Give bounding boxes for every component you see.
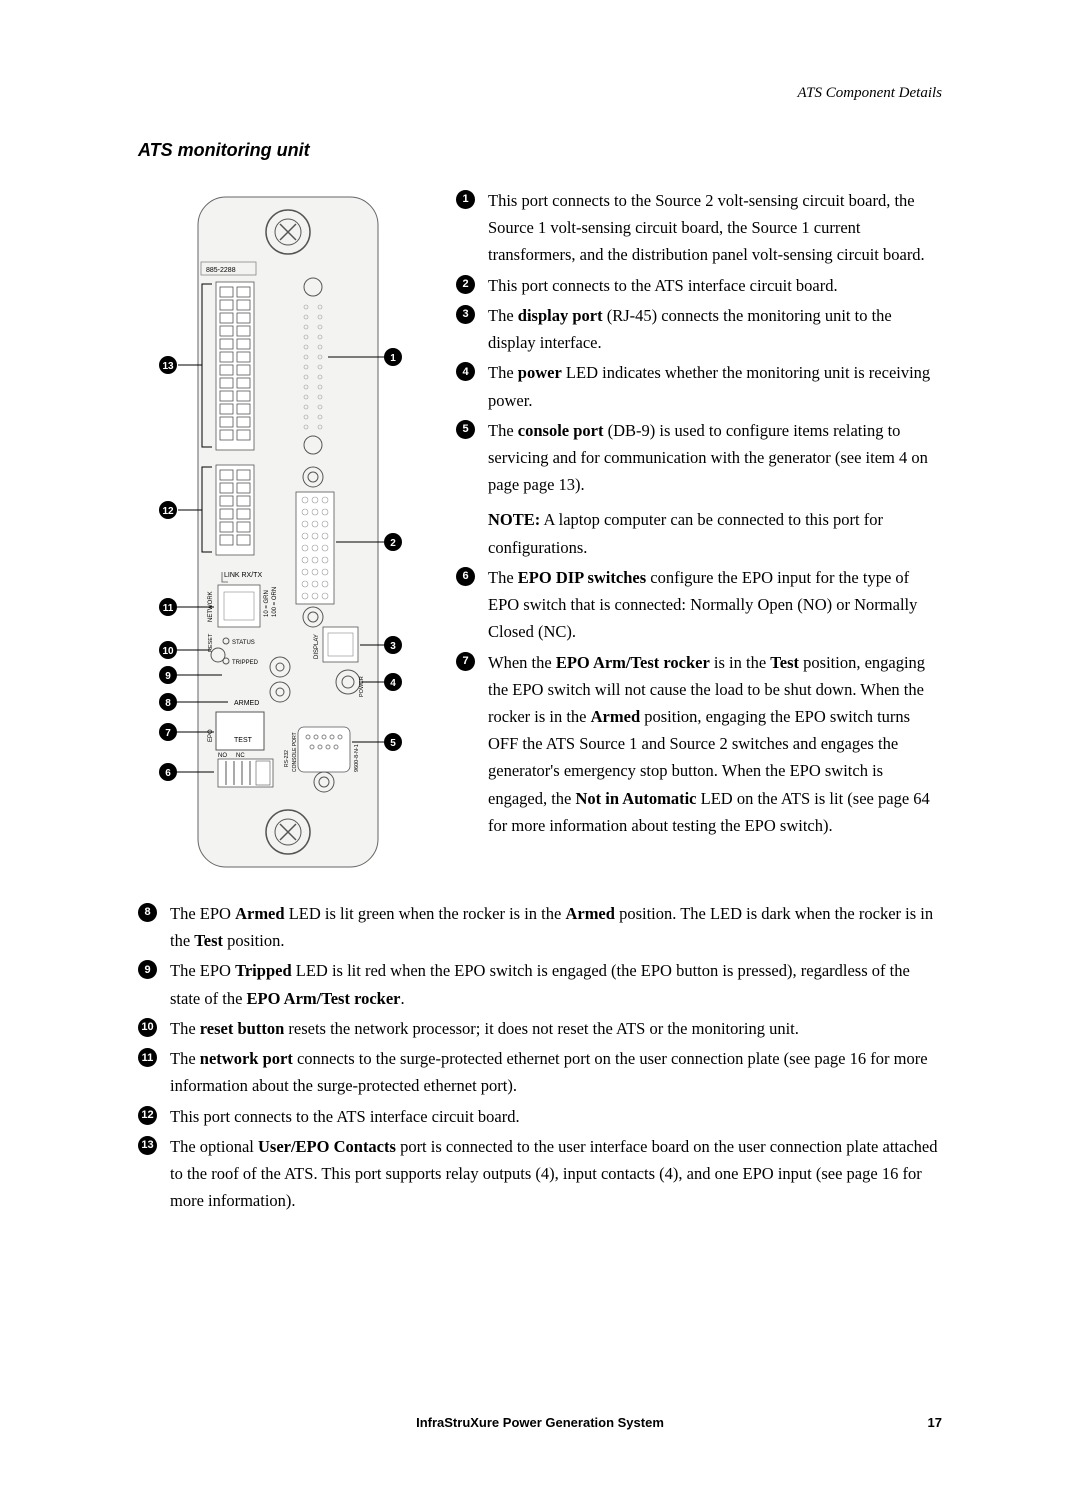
callout-text: The display port (RJ-45) connects the mo…: [488, 306, 892, 352]
callout-text: The optional User/EPO Contacts port is c…: [170, 1137, 937, 1210]
callout-item: 8 The EPO Armed LED is lit green when the…: [138, 900, 942, 954]
callout-text: When the EPO Arm/Test rocker is in the T…: [488, 653, 930, 835]
callout-text: The reset button resets the network proc…: [170, 1019, 799, 1038]
svg-text:5: 5: [390, 738, 396, 749]
svg-text:2: 2: [390, 538, 396, 549]
callout-number-icon: 12: [138, 1106, 157, 1125]
header-right: ATS Component Details: [138, 85, 942, 102]
callout-item: 6 The EPO DIP switches configure the EPO …: [456, 564, 942, 646]
callout-number-icon: 3: [456, 305, 475, 324]
svg-text:CONSOLE PORT: CONSOLE PORT: [292, 732, 298, 772]
svg-text:9600-8-N-1: 9600-8-N-1: [354, 744, 360, 772]
callout-text: The EPO Armed LED is lit green when the …: [170, 904, 933, 950]
svg-text:RS-232: RS-232: [284, 750, 290, 767]
callout-text: The EPO DIP switches configure the EPO i…: [488, 568, 917, 641]
callout-item: 9 The EPO Tripped LED is lit red when the…: [138, 957, 942, 1011]
note-label: NOTE:: [488, 510, 540, 529]
callout-number-icon: 6: [456, 567, 475, 586]
svg-text:TRIPPED: TRIPPED: [232, 660, 259, 666]
page-footer: InfraStruXure Power Generation System 17: [0, 1415, 1080, 1430]
section-title: ATS monitoring unit: [138, 140, 942, 161]
callout-number-icon: 5: [456, 420, 475, 439]
callout-number-icon: 1: [456, 190, 475, 209]
callout-list-bottom: 8 The EPO Armed LED is lit green when the…: [138, 900, 942, 1214]
monitoring-unit-diagram: 885-2288: [138, 187, 428, 877]
svg-text:POWER: POWER: [359, 676, 365, 697]
svg-text:ARMED: ARMED: [234, 700, 259, 707]
callout-text: The EPO Tripped LED is lit red when the …: [170, 961, 910, 1007]
callout-text: This port connects to the ATS interface …: [488, 276, 838, 295]
callout-number-icon: 11: [138, 1048, 157, 1067]
svg-text:100 = ORN: 100 = ORN: [272, 587, 278, 617]
callout-number-icon: 9: [138, 960, 157, 979]
note-block: NOTE: A laptop computer can be connected…: [488, 506, 942, 560]
callout-number-icon: 7: [456, 652, 475, 671]
svg-text:10 = GRN: 10 = GRN: [264, 590, 270, 617]
svg-text:LINK RX/TX: LINK RX/TX: [224, 572, 262, 579]
svg-text:NO: NO: [218, 753, 227, 759]
svg-text:1: 1: [390, 353, 396, 364]
callout-item: 1 This port connects to the Source 2 volt…: [456, 187, 942, 269]
svg-text:6: 6: [165, 768, 171, 779]
svg-text:RESET: RESET: [208, 633, 214, 652]
callout-text: This port connects to the Source 2 volt-…: [488, 191, 925, 264]
svg-text:STATUS: STATUS: [232, 640, 255, 646]
svg-text:13: 13: [162, 361, 174, 372]
callout-text: The power LED indicates whether the moni…: [488, 363, 930, 409]
callout-number-icon: 13: [138, 1136, 157, 1155]
callout-list-top: 1 This port connects to the Source 2 volt…: [456, 187, 942, 882]
callout-item: 7 When the EPO Arm/Test rocker is in the …: [456, 649, 942, 840]
svg-text:11: 11: [163, 603, 174, 614]
callout-item: 3 The display port (RJ-45) connects the m…: [456, 302, 942, 356]
svg-text:DISPLAY: DISPLAY: [314, 634, 320, 659]
diagram-column: 885-2288: [138, 187, 428, 882]
callout-item: 12 This port connects to the ATS interfac…: [138, 1103, 942, 1130]
svg-text:885-2288: 885-2288: [206, 267, 236, 274]
callout-number-icon: 2: [456, 275, 475, 294]
svg-text:TEST: TEST: [234, 737, 253, 744]
note-text: A laptop computer can be connected to th…: [488, 510, 883, 556]
page-number: 17: [928, 1415, 942, 1430]
callout-item: 2 This port connects to the ATS interface…: [456, 272, 942, 299]
svg-text:3: 3: [390, 641, 396, 652]
callout-item: 10 The reset button resets the network pr…: [138, 1015, 942, 1042]
svg-text:10: 10: [162, 646, 174, 657]
svg-text:8: 8: [165, 698, 171, 709]
svg-text:NC: NC: [236, 753, 245, 759]
callout-item: 11 The network port connects to the surge…: [138, 1045, 942, 1099]
svg-text:9: 9: [165, 671, 171, 682]
svg-text:EPO: EPO: [208, 729, 214, 742]
callout-number-icon: 10: [138, 1018, 157, 1037]
callout-item: 5 The console port (DB-9) is used to conf…: [456, 417, 942, 499]
callout-number-icon: 4: [456, 362, 475, 381]
callout-number-icon: 8: [138, 903, 157, 922]
top-section: 885-2288: [138, 187, 942, 882]
footer-title: InfraStruXure Power Generation System: [416, 1415, 664, 1430]
callout-item: 13 The optional User/EPO Contacts port is…: [138, 1133, 942, 1215]
callout-text: The network port connects to the surge-p…: [170, 1049, 928, 1095]
svg-text:7: 7: [165, 728, 171, 739]
svg-text:12: 12: [162, 506, 174, 517]
callout-text: The console port (DB-9) is used to confi…: [488, 421, 928, 494]
callout-item: 4 The power LED indicates whether the mon…: [456, 359, 942, 413]
svg-text:4: 4: [390, 678, 396, 689]
callout-text: This port connects to the ATS interface …: [170, 1107, 520, 1126]
